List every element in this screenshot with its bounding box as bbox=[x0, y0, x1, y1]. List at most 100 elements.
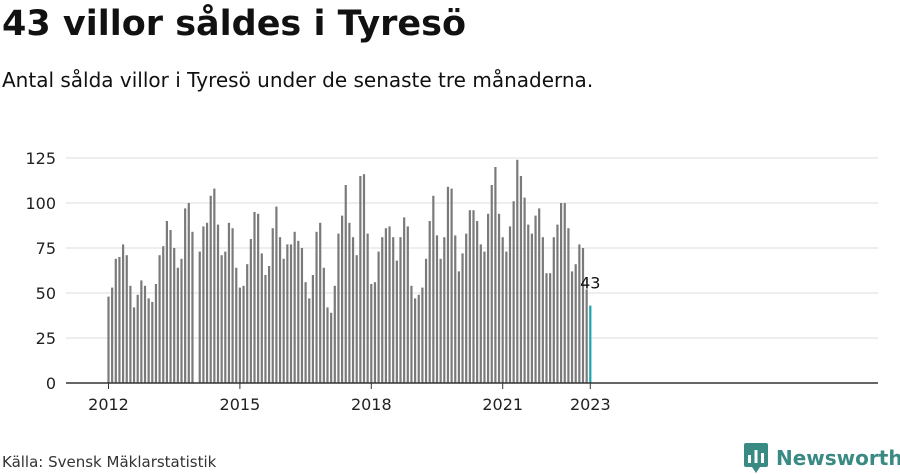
bar bbox=[180, 258, 183, 383]
bar bbox=[549, 273, 552, 383]
bar bbox=[326, 307, 329, 383]
axes: 0 25 50 75 100 125 43 2012 2015 2018 2021 2023 bbox=[25, 149, 878, 414]
bar bbox=[585, 289, 588, 383]
bar bbox=[490, 185, 493, 383]
bar bbox=[410, 285, 413, 383]
x-tick-label: 2012 bbox=[88, 395, 129, 414]
bar bbox=[392, 237, 395, 383]
bar bbox=[122, 244, 125, 383]
bar bbox=[578, 244, 581, 383]
bar bbox=[158, 255, 161, 383]
bar bbox=[278, 237, 282, 383]
bar bbox=[519, 176, 523, 383]
bar bbox=[242, 285, 245, 383]
bar bbox=[114, 258, 117, 383]
bar bbox=[527, 224, 530, 383]
bar bbox=[483, 251, 486, 383]
bar bbox=[516, 159, 519, 383]
bar bbox=[311, 275, 314, 383]
bar bbox=[111, 287, 114, 383]
bar bbox=[581, 248, 585, 383]
bar bbox=[494, 167, 497, 383]
bar bbox=[271, 228, 274, 383]
y-tick-label: 0 bbox=[46, 374, 56, 393]
source-note: Källa: Svensk Mäklarstatistik bbox=[2, 453, 217, 471]
bar bbox=[344, 185, 347, 383]
bar bbox=[231, 228, 234, 383]
brand-name: Newsworthy bbox=[776, 446, 900, 470]
bar bbox=[268, 266, 271, 383]
x-tick-label: 2015 bbox=[220, 395, 261, 414]
bar bbox=[395, 260, 398, 383]
bar bbox=[556, 224, 559, 383]
bar bbox=[563, 203, 566, 383]
bar bbox=[399, 237, 402, 383]
bar bbox=[257, 213, 260, 383]
bar bbox=[132, 307, 136, 383]
bar bbox=[162, 246, 165, 383]
bar bbox=[238, 287, 241, 383]
bar bbox=[560, 203, 563, 383]
bar bbox=[227, 222, 231, 383]
bar bbox=[249, 239, 252, 383]
bar bbox=[377, 251, 380, 383]
bar bbox=[198, 251, 201, 383]
newsworthy-logo-icon bbox=[744, 443, 768, 473]
bar bbox=[140, 280, 143, 383]
bar bbox=[154, 284, 158, 383]
bar bbox=[304, 282, 307, 383]
bar bbox=[567, 228, 570, 383]
bar bbox=[319, 222, 322, 383]
bar bbox=[337, 233, 340, 383]
bar bbox=[359, 176, 362, 383]
bar bbox=[461, 253, 464, 383]
bar bbox=[541, 237, 544, 383]
bar bbox=[300, 248, 304, 383]
chart-title: 43 villor såldes i Tyresö bbox=[2, 4, 467, 44]
brand-logo[interactable]: Newsworthy bbox=[744, 443, 900, 473]
bar bbox=[187, 203, 190, 383]
bar bbox=[355, 255, 358, 383]
bar bbox=[530, 233, 533, 383]
bar bbox=[414, 298, 417, 383]
bar bbox=[476, 221, 479, 383]
bar bbox=[125, 255, 128, 383]
bar bbox=[275, 206, 278, 383]
bar bbox=[216, 224, 220, 383]
bar bbox=[424, 258, 428, 383]
bar bbox=[479, 244, 482, 383]
latest-value-label: 43 bbox=[580, 274, 600, 293]
bar bbox=[450, 188, 453, 383]
bar bbox=[570, 271, 574, 383]
y-tick-label: 125 bbox=[25, 149, 56, 168]
y-tick-label: 100 bbox=[25, 194, 56, 213]
bar bbox=[366, 233, 369, 383]
bar bbox=[118, 257, 121, 383]
bar bbox=[432, 195, 435, 383]
bar bbox=[202, 226, 205, 383]
bar bbox=[315, 231, 318, 383]
bar bbox=[129, 285, 132, 383]
bar bbox=[253, 212, 256, 383]
bar bbox=[370, 284, 373, 383]
bar bbox=[362, 174, 366, 383]
bar bbox=[501, 237, 504, 383]
bar bbox=[487, 213, 490, 383]
bar bbox=[246, 264, 249, 383]
bar bbox=[384, 228, 387, 383]
bar bbox=[439, 258, 442, 383]
bar bbox=[465, 233, 468, 383]
bar bbox=[107, 296, 110, 383]
bar bbox=[341, 215, 344, 383]
bars bbox=[107, 159, 592, 383]
bar bbox=[406, 226, 409, 383]
bar bbox=[184, 208, 187, 383]
bar bbox=[220, 255, 223, 383]
bar bbox=[293, 231, 296, 383]
bar bbox=[351, 237, 355, 383]
bar bbox=[260, 253, 263, 383]
bar bbox=[322, 267, 325, 383]
bar bbox=[213, 188, 216, 383]
bar bbox=[428, 221, 431, 383]
